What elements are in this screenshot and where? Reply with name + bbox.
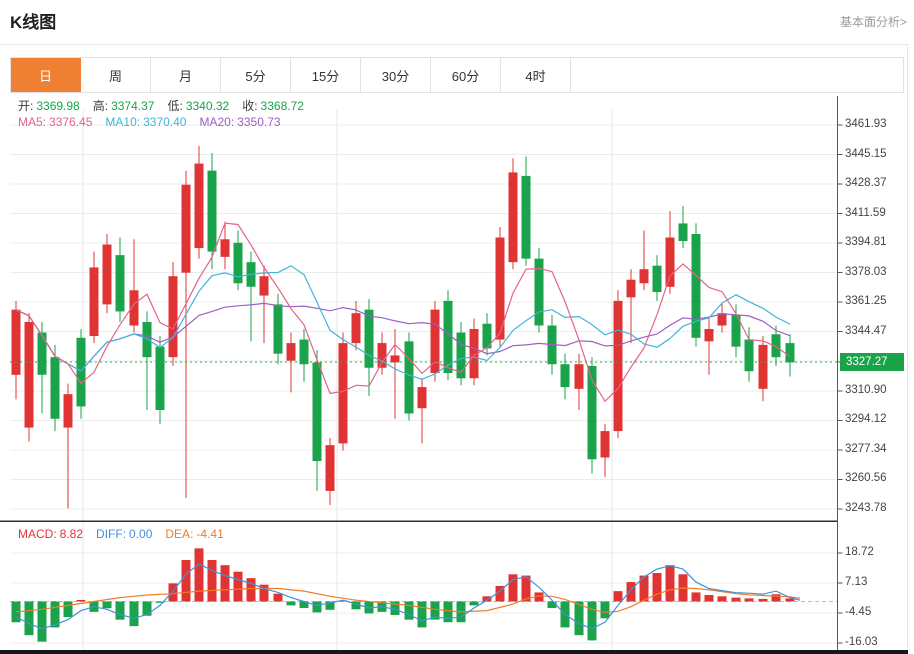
axis-label: 7.13: [845, 576, 868, 589]
axis-label: 18.72: [845, 545, 874, 558]
legend-label: 开:: [18, 99, 34, 113]
tab-15分[interactable]: 15分: [291, 58, 361, 92]
axis-label: 3260.56: [845, 472, 887, 485]
period-tabbar: 日周月 5分 15分 30分 60分 4时: [10, 57, 904, 93]
axis-label: 3344.47: [845, 324, 887, 337]
axis-label: 3243.78: [845, 501, 887, 514]
axis-label: -16.03: [845, 636, 878, 649]
axis-label: 3310.90: [845, 383, 887, 396]
tab-4时[interactable]: 4时: [501, 58, 571, 92]
axis-label: 3394.81: [845, 236, 887, 249]
tab-月[interactable]: 月: [151, 58, 221, 92]
tab-日[interactable]: 日: [11, 58, 81, 92]
ma-legend-row: MA5: 3376.45 MA10: 3370.40 MA20: 3350.73: [18, 115, 294, 129]
axis-label: 3411.59: [845, 206, 886, 219]
ohlc-row: 开: 3369.98 高: 3374.37 低: 3340.32 收: 3368.72: [18, 97, 317, 114]
legend-value: 3350.73: [237, 115, 281, 129]
legend-value: 3340.32: [185, 99, 230, 113]
bottom-edge-bar: [0, 650, 908, 654]
legend-value: 3368.72: [260, 99, 304, 113]
axis-label: -4.45: [845, 606, 872, 619]
legend-value: 3370.40: [143, 115, 187, 129]
axis-label: 3294.12: [845, 413, 887, 426]
legend-label: MA10:: [105, 115, 141, 129]
legend-label: 收:: [242, 99, 258, 113]
tab-周[interactable]: 周: [81, 58, 151, 92]
tab-30分[interactable]: 30分: [361, 58, 431, 92]
axis-label: 3361.25: [845, 295, 887, 308]
legend-label: 低:: [167, 99, 183, 113]
legend-label: DEA:: [165, 527, 194, 541]
legend-value: 3369.98: [36, 99, 80, 113]
axis-label: 3445.15: [845, 147, 887, 160]
macd-legend-row: MACD: 8.82 DIFF: 0.00 DEA: -4.41: [18, 527, 237, 541]
tab-60分[interactable]: 60分: [431, 58, 501, 92]
axis-label: 3378.03: [845, 265, 887, 278]
tab-5分[interactable]: 5分: [221, 58, 291, 92]
legend-label: DIFF:: [96, 527, 127, 541]
legend-value: 0.00: [129, 527, 153, 541]
legend-label: MA20:: [199, 115, 235, 129]
right-border: [907, 44, 908, 654]
legend-value: 3376.45: [49, 115, 93, 129]
legend-value: -4.41: [196, 527, 224, 541]
page-title: K线图: [10, 13, 57, 32]
legend-label: MA5:: [18, 115, 47, 129]
current-price-badge: 3327.27: [840, 352, 904, 371]
axis-label: 3428.37: [845, 177, 887, 190]
fundamental-analysis-link[interactable]: 基本面分析>: [839, 15, 907, 29]
legend-value: 3374.37: [111, 99, 155, 113]
axis-label: 3277.34: [845, 442, 887, 455]
title-divider: [0, 44, 908, 45]
legend-value: 8.82: [59, 527, 84, 541]
legend-label: 高:: [92, 99, 109, 113]
legend-label: MACD:: [18, 527, 57, 541]
axis-label: 3461.93: [845, 118, 887, 130]
